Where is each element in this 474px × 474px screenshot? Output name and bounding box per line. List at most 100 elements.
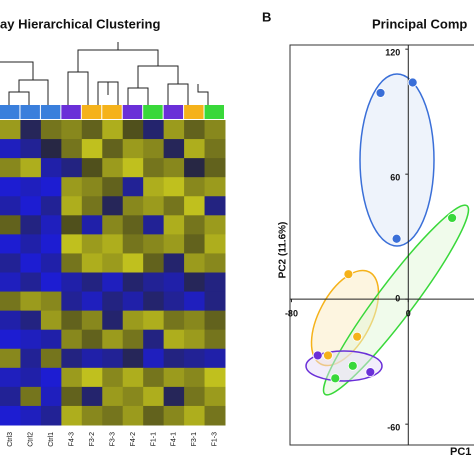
heat-cell [40,234,62,254]
heat-cell [184,310,206,331]
heat-cell [40,196,62,216]
heat-cell [184,367,206,388]
heat-cell [0,405,21,426]
heat-cell [163,405,185,426]
heat-cell [143,253,165,273]
heat-cell [0,177,21,197]
heat-cell [143,405,165,426]
cluster-ellipses [305,73,470,396]
heat-cell [163,348,185,369]
heat-cell [122,329,144,350]
heat-cell [81,367,103,388]
heat-cell [184,177,206,197]
y-tick-label: -60 [387,423,400,433]
point [330,373,341,384]
heat-cell [81,234,103,254]
heat-cell [102,348,124,369]
heat-cell [20,215,42,235]
heat-cell [184,253,206,273]
group-color [163,105,184,119]
heat-cell [81,253,103,273]
heat-cell [20,253,42,273]
heat-cell [0,120,21,140]
heat-cell [40,386,62,407]
heat-cell [204,253,226,273]
heat-cell [0,386,21,407]
heat-cell [143,215,165,235]
heat-cell [40,120,62,140]
heat-cell [40,329,62,350]
heat-cell [102,329,124,350]
heat-cell [143,272,165,293]
heat-cell [81,405,103,426]
heat-cell [184,139,206,159]
heat-cell [122,234,144,254]
heat-cell [102,386,124,407]
heat-cell [143,367,165,388]
heat-cell [163,177,185,197]
heat-cell [102,196,124,216]
heat-cell [61,196,83,216]
heat-cell [102,120,124,140]
heat-cell [204,291,226,312]
heat-cell [143,386,165,407]
column-label: F3-2 [89,432,96,447]
heat-cell [61,120,83,140]
heat-cell [40,177,62,197]
heat-cell [20,310,42,331]
heat-cell [184,120,206,140]
heat-cell [40,348,62,369]
heat-cell [102,177,124,197]
heat-cell [102,405,124,426]
heat-cell [61,310,83,331]
panel-label: B [262,9,271,24]
heat-cell [184,215,206,235]
heat-cell [61,139,83,159]
heat-cell [143,234,165,254]
heat-cell [40,272,62,293]
heat-cell [81,177,103,197]
heat-cell [122,177,144,197]
heat-cell [122,291,144,312]
heat-cell [102,310,124,331]
heat-cell [122,196,144,216]
column-label: F4-1 [171,432,178,447]
heat-cell [0,253,21,273]
heat-cell [40,291,62,312]
group-color [81,105,102,119]
heat-cell [122,405,144,426]
heat-cell [40,253,62,273]
heat-cell [61,291,83,312]
heat-cell [163,367,185,388]
heat-cell [0,329,21,350]
heat-cell [61,386,83,407]
y-tick-label: 0 [395,294,400,304]
heat-cell [122,253,144,273]
group-color [20,105,40,119]
heat-cell [122,310,144,331]
heat-cell [143,158,165,178]
heat-cell [122,139,144,159]
heat-cell [0,158,21,178]
heat-cell [163,291,185,312]
heat-cell [184,291,206,312]
heat-cell [40,139,62,159]
heat-cell [163,386,185,407]
heat-cell [122,158,144,178]
heat-cell [102,291,124,312]
heat-cell [204,386,226,407]
point [407,77,418,88]
heat-cell [0,234,21,254]
heat-cell [61,215,83,235]
heat-cell [102,158,124,178]
heat-cell [0,348,21,369]
pca-title: Principal Comp [372,16,467,31]
x-axis-label: PC1 [450,446,471,458]
heat-cell [81,329,103,350]
heat-cell [61,158,83,178]
heat-cell [102,215,124,235]
group-color [61,105,81,119]
heat-cell [61,177,83,197]
point [343,269,354,280]
heat-cell [204,196,226,216]
